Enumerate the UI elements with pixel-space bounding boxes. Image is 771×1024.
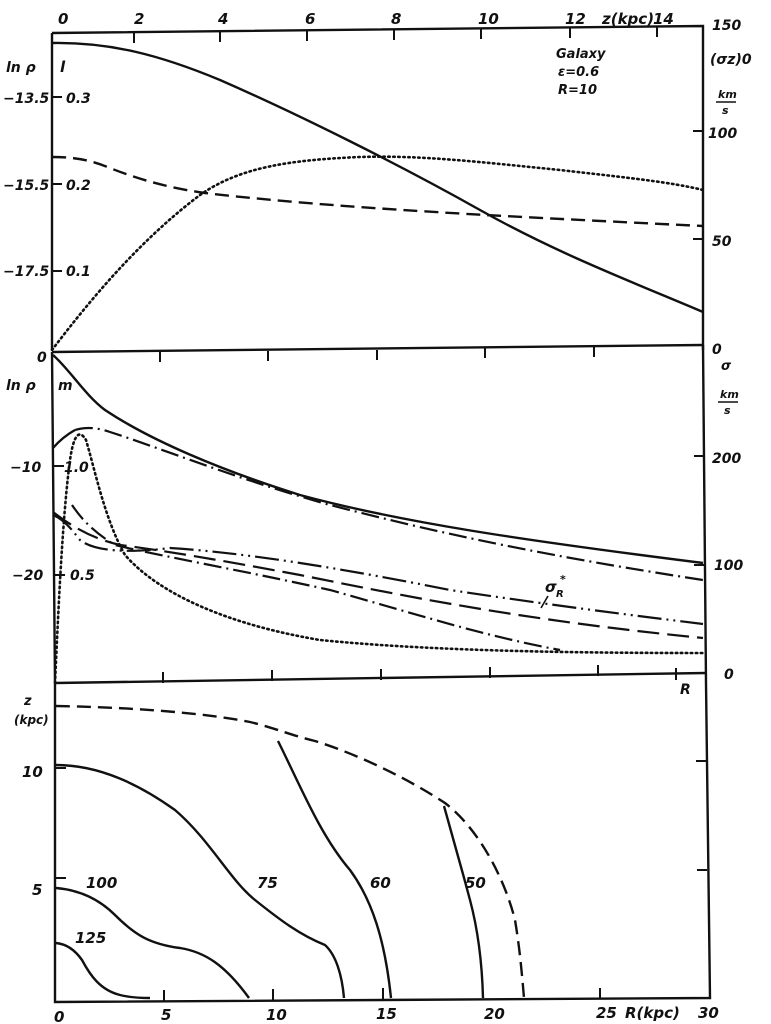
top-panel-frame [51,24,705,350]
svg-text:10: 10 [22,763,43,781]
svg-text:0.3: 0.3 [66,91,91,107]
svg-text:125: 125 [75,929,106,947]
svg-text:s: s [724,404,731,417]
contour-125 [55,941,151,1000]
svg-text:200: 200 [712,451,741,467]
contour-100 [55,886,250,999]
svg-text:σ: σ [545,578,557,596]
x-axis-title: R(kpc) [625,1004,680,1022]
svg-text:s: s [722,104,729,117]
svg-text:−13.5: −13.5 [3,91,50,107]
middle-solid-lnrho [52,354,704,565]
top-solid-curve [51,41,704,314]
curve-label: l [60,58,66,76]
contour-75 [55,763,346,999]
svg-text:0: 0 [54,1008,64,1024]
middle-dashed [52,511,704,640]
svg-text:km: km [720,388,739,401]
svg-text:100: 100 [708,126,737,142]
top-legend: Galaxy ε=0.6 R=10 [556,47,606,98]
tick-label: 8 [391,10,401,28]
middle-panel: ln ρ m −10 −20 1.0 0.5 σ km s 200 100 0 … [6,343,743,698]
svg-text:0: 0 [712,342,722,358]
middle-left-axis [50,351,57,684]
svg-text:(σz)0: (σz)0 [710,52,752,68]
svg-text:0.1: 0.1 [66,264,91,280]
svg-text:75: 75 [257,874,278,892]
contour-boundary-dashed [55,704,526,999]
svg-text:25: 25 [596,1004,617,1022]
middle-right-labels: σ km s 200 100 0 R [680,359,743,698]
top-right-labels: 150 (σz)0 km s 100 50 0 [708,18,752,358]
svg-text:0: 0 [724,667,734,683]
svg-text:−20: −20 [12,568,43,584]
bottom-panel: z (kpc) 10 5 0 5 10 15 20 25 R(kpc) 30 [14,682,719,1024]
svg-text:0: 0 [37,350,47,366]
svg-text:−15.5: −15.5 [3,178,50,194]
x-axis-title: z(kpc) [601,10,654,28]
svg-text:50: 50 [712,234,732,250]
tick-label: 2 [134,10,144,28]
svg-text:σ: σ [721,359,732,374]
tick-label: 6 [305,10,315,28]
tick-label: 12 [565,10,586,28]
svg-text:15: 15 [376,1005,397,1023]
tick-label: 10 [478,10,499,28]
tick-label: 0 [58,10,68,28]
svg-text:0.2: 0.2 [66,178,91,194]
svg-text:R=10: R=10 [558,83,597,98]
middle-left-labels: −10 −20 1.0 0.5 [10,460,95,584]
middle-rise-solid [52,428,76,449]
top-dashed-curve [51,155,704,228]
tick-label: 14 [653,10,674,28]
top-left-labels: −13.5 −15.5 −17.5 0 0.3 0.2 0.1 [3,91,91,366]
y-axis-title: z [23,694,32,709]
svg-text:ε=0.6: ε=0.6 [558,65,599,80]
middle-peak-dashdot [74,426,704,582]
middle-peaked-dotted [53,433,705,685]
top-panel: 0 2 4 6 8 10 12 z(kpc) 14 ln ρ l −13.5 −… [3,10,752,366]
svg-text:R: R [556,589,564,600]
y-axis-title-left: ln ρ [6,378,36,394]
contour-50 [442,805,485,999]
bottom-panel-frame [53,682,712,1004]
svg-text:*: * [560,573,566,586]
contour-60 [276,740,393,999]
sigma-R-star-label: σ R * [540,573,566,609]
svg-text:Galaxy: Galaxy [556,47,606,62]
svg-text:60: 60 [370,874,391,892]
svg-text:20: 20 [484,1005,505,1023]
bottom-y-labels: 10 5 [22,763,43,899]
svg-text:−10: −10 [10,460,41,476]
top-x-ticks [133,27,658,43]
svg-text:30: 30 [698,1004,719,1022]
svg-text:50: 50 [465,874,486,892]
top-x-tick-labels: 0 2 4 6 8 10 12 z(kpc) 14 [58,10,674,28]
svg-text:0.5: 0.5 [70,568,95,584]
curve-label: m [58,378,73,394]
middle-right-axis [701,344,708,684]
bottom-x-labels: 0 5 10 15 20 25 R(kpc) 30 [54,1004,719,1024]
svg-text:5: 5 [161,1006,171,1024]
svg-text:100: 100 [714,558,743,574]
y-axis-title-left: ln ρ [6,60,36,76]
svg-text:km: km [718,88,737,101]
svg-text:10: 10 [266,1006,287,1024]
middle-lower-dashdot [71,504,561,652]
top-dotted-curve [50,155,705,352]
x-axis-label: R [680,682,691,698]
y-axis-units: (kpc) [14,713,49,727]
tick-label: 4 [217,10,228,28]
svg-text:−17.5: −17.5 [3,264,50,280]
svg-text:5: 5 [32,881,42,899]
svg-text:150: 150 [712,18,741,34]
middle-sigmaR-dashdot [52,513,704,626]
middle-top-axis [51,343,704,354]
contour-labels: 125 100 75 60 50 [75,874,486,947]
svg-text:100: 100 [86,874,117,892]
